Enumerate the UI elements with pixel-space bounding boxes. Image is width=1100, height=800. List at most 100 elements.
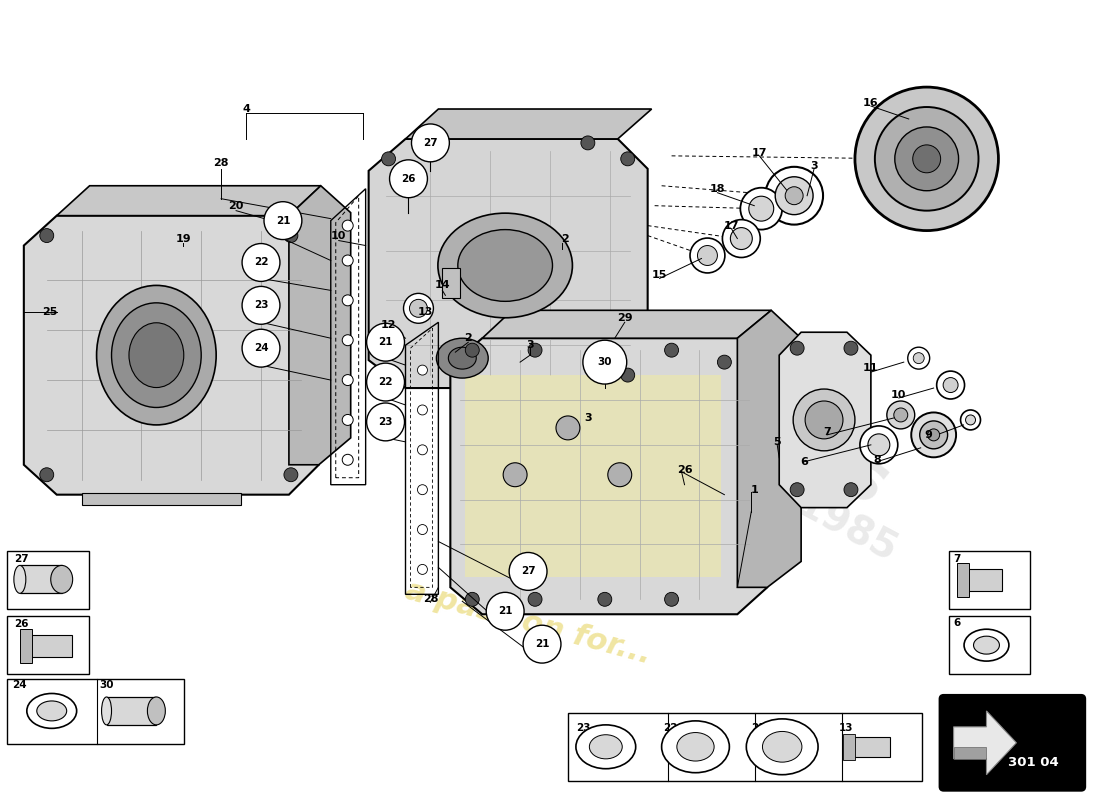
Text: 24: 24: [12, 680, 26, 690]
Polygon shape: [843, 734, 855, 760]
Ellipse shape: [749, 196, 773, 221]
Ellipse shape: [404, 294, 433, 323]
Circle shape: [382, 368, 396, 382]
Text: 4: 4: [242, 104, 250, 114]
Text: 24: 24: [254, 343, 268, 353]
Text: 17: 17: [724, 221, 739, 230]
Polygon shape: [368, 139, 648, 388]
Ellipse shape: [911, 413, 956, 458]
Circle shape: [583, 340, 627, 384]
Circle shape: [342, 295, 353, 306]
Text: 9: 9: [925, 430, 933, 440]
Bar: [948, 616, 1031, 674]
Text: 14: 14: [434, 280, 450, 290]
Text: 301 04: 301 04: [1008, 756, 1058, 770]
Circle shape: [418, 405, 428, 415]
Text: 11: 11: [864, 363, 879, 373]
Bar: [960, 570, 1002, 591]
Text: 13: 13: [839, 723, 854, 733]
Text: 23: 23: [378, 417, 393, 427]
Text: 15: 15: [652, 270, 668, 281]
Text: 26: 26: [676, 465, 692, 474]
Circle shape: [528, 592, 542, 606]
Circle shape: [342, 220, 353, 231]
Text: 18: 18: [710, 184, 725, 194]
Text: a passion for...: a passion for...: [402, 576, 654, 670]
Circle shape: [503, 462, 527, 486]
Text: 26: 26: [14, 619, 29, 630]
Circle shape: [581, 136, 595, 150]
Circle shape: [382, 152, 396, 166]
Ellipse shape: [793, 389, 855, 451]
Polygon shape: [289, 186, 351, 465]
Polygon shape: [406, 109, 651, 139]
Ellipse shape: [776, 177, 813, 214]
Polygon shape: [957, 563, 968, 598]
Text: 10: 10: [891, 390, 906, 400]
Text: 3: 3: [526, 340, 534, 350]
Text: 30: 30: [597, 357, 612, 367]
Circle shape: [418, 565, 428, 574]
Circle shape: [242, 286, 279, 324]
Text: 28: 28: [422, 594, 438, 604]
Ellipse shape: [147, 697, 165, 725]
Bar: [442, 269, 460, 298]
Circle shape: [528, 343, 542, 357]
Polygon shape: [465, 375, 722, 578]
Text: 26: 26: [402, 174, 416, 184]
Ellipse shape: [129, 322, 184, 387]
Text: 21: 21: [498, 606, 513, 616]
Polygon shape: [57, 186, 321, 216]
Polygon shape: [779, 332, 871, 508]
Circle shape: [790, 342, 804, 355]
Text: 7: 7: [823, 427, 830, 437]
Circle shape: [556, 416, 580, 440]
Bar: [26, 635, 72, 657]
Text: 25: 25: [42, 307, 57, 318]
Ellipse shape: [960, 410, 980, 430]
Ellipse shape: [437, 338, 488, 378]
Polygon shape: [450, 338, 767, 614]
Ellipse shape: [97, 286, 217, 425]
Circle shape: [264, 202, 301, 239]
Ellipse shape: [805, 401, 843, 439]
Bar: [81, 493, 241, 505]
Circle shape: [913, 145, 940, 173]
Circle shape: [486, 592, 524, 630]
Circle shape: [284, 468, 298, 482]
Circle shape: [242, 330, 279, 367]
Ellipse shape: [661, 721, 729, 773]
Bar: [20, 566, 62, 594]
Ellipse shape: [746, 719, 818, 774]
Circle shape: [342, 454, 353, 466]
Text: 23: 23: [254, 300, 268, 310]
Text: 3: 3: [584, 413, 592, 423]
Text: 21: 21: [378, 338, 393, 347]
Ellipse shape: [740, 188, 782, 230]
Ellipse shape: [860, 426, 898, 464]
Ellipse shape: [690, 238, 725, 273]
Text: 17: 17: [751, 148, 767, 158]
Text: 19: 19: [176, 234, 191, 243]
Circle shape: [664, 592, 679, 606]
Circle shape: [509, 553, 547, 590]
Text: 22: 22: [663, 723, 678, 733]
Text: 21: 21: [751, 723, 766, 733]
Text: 28: 28: [213, 158, 229, 168]
Ellipse shape: [927, 429, 939, 441]
Circle shape: [342, 374, 353, 386]
Circle shape: [524, 626, 561, 663]
Bar: [948, 551, 1031, 610]
Text: 7: 7: [954, 554, 961, 565]
Circle shape: [389, 160, 428, 198]
Ellipse shape: [937, 371, 965, 399]
Text: 22: 22: [378, 377, 393, 387]
Circle shape: [242, 243, 279, 282]
Ellipse shape: [762, 731, 802, 762]
Bar: [7, 679, 185, 744]
Ellipse shape: [785, 186, 803, 205]
Bar: [850, 737, 890, 757]
Circle shape: [428, 136, 442, 150]
Circle shape: [366, 323, 405, 361]
Ellipse shape: [26, 694, 77, 728]
